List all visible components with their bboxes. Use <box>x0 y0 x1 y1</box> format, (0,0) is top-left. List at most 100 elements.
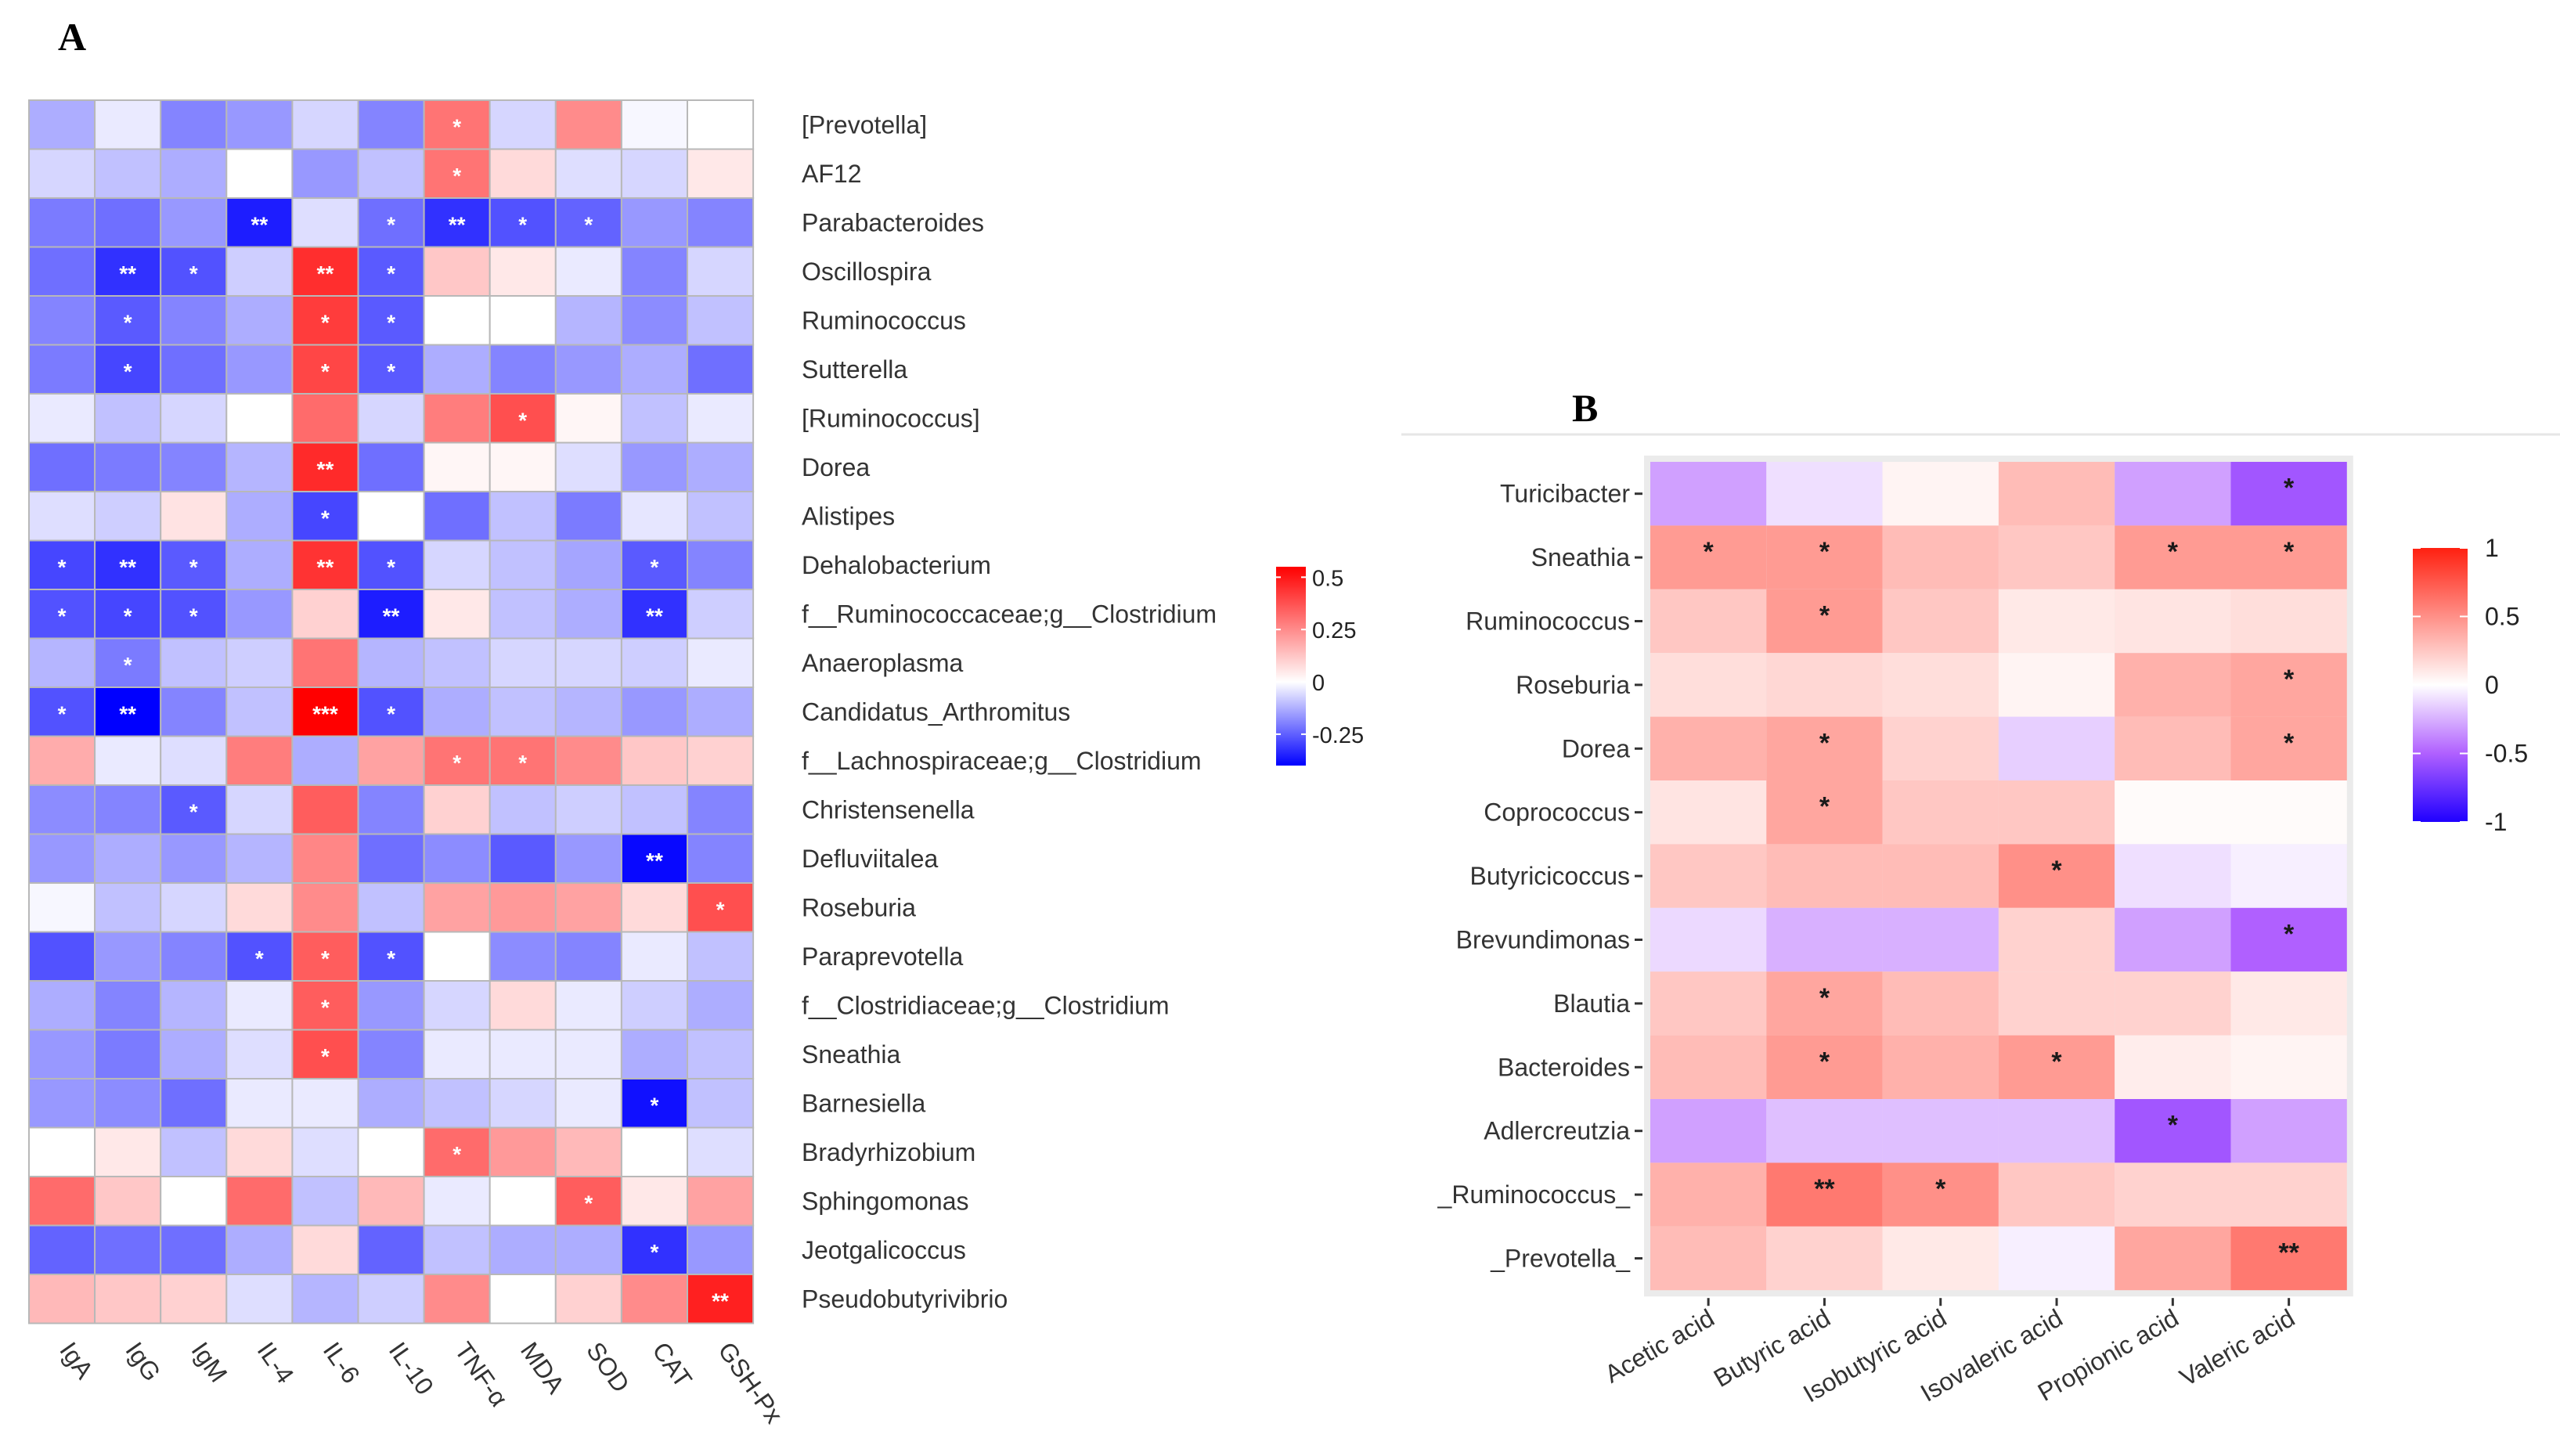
column-label: IL-10 <box>384 1337 439 1400</box>
column-label: IL-6 <box>318 1337 366 1389</box>
cell-f-ruminococcaceae-g-clostridium-tnf <box>423 589 491 640</box>
cell-f-clostridiaceae-g-clostridium-cat <box>620 980 689 1031</box>
cell-parabacteroides-igg <box>94 197 162 248</box>
cell-sneathia-mda <box>489 1029 557 1079</box>
row-label: AF12 <box>802 160 861 188</box>
significance-mark: * <box>2284 537 2295 567</box>
cell-sneathia-acetic-acid <box>1650 525 1767 589</box>
cell-barnesiella-sod <box>554 1078 622 1129</box>
cell-roseburia-il-10 <box>357 882 425 933</box>
cell-bacteroides-butyric-acid <box>1766 1035 1883 1099</box>
significance-mark: * <box>650 555 658 579</box>
cell-candidatus-arthromitus-cat <box>620 687 689 737</box>
row-label: Defluviitalea <box>802 845 939 873</box>
cell-anaeroplasma-gsh-px <box>687 637 755 688</box>
cell-defluviitalea-mda <box>489 833 557 884</box>
cell-brevundimonas-propionic-acid <box>2115 907 2231 972</box>
cell-dorea-isovaleric-acid <box>1998 716 2115 780</box>
cell-sutterella-sod <box>554 344 622 395</box>
cell-defluviitalea-igm <box>160 833 228 884</box>
colorbar-b-tick-label: -1 <box>2485 808 2507 836</box>
cell-roseburia-acetic-acid <box>1650 653 1767 717</box>
cell-sutterella-cat <box>620 344 689 395</box>
cell-anaeroplasma-il-6 <box>291 637 359 688</box>
row-label: Sutterella <box>802 355 907 384</box>
cell-alistipes-igg <box>94 491 162 542</box>
cell-christensenella-il-6 <box>291 784 359 835</box>
significance-mark: * <box>124 359 132 384</box>
cell-bradyrhizobium-igm <box>160 1126 228 1177</box>
cell-sphingomonas-gsh-px <box>687 1176 755 1227</box>
cell-alistipes-iga <box>28 491 96 542</box>
cell-bradyrhizobium-il-4 <box>225 1126 294 1177</box>
cell-dorea-igg <box>94 441 162 492</box>
colorbar-b-tick-label: -0.5 <box>2485 740 2528 768</box>
cell-anaeroplasma-igm <box>160 637 228 688</box>
row-label: Bacteroides <box>1498 1053 1630 1081</box>
cell-barnesiella-il-4 <box>225 1078 294 1129</box>
cell-f-lachnospiraceae-g-clostridium-sod <box>554 735 622 786</box>
cell-ruminococcus-igm <box>160 295 228 346</box>
cell-coprococcus-isobutyric-acid <box>1882 780 1999 845</box>
cell-ruminococcus-il-4 <box>225 393 294 444</box>
cell-dorea-isobutyric-acid <box>1882 716 1999 780</box>
row-label: Christensenella <box>802 795 975 824</box>
cell-anaeroplasma-cat <box>620 637 689 688</box>
cell-anaeroplasma-tnf <box>423 637 491 688</box>
cell-bradyrhizobium-igg <box>94 1126 162 1177</box>
row-label: Sneathia <box>1531 543 1631 571</box>
cell-turicibacter-acetic-acid <box>1650 462 1767 526</box>
cell-sneathia-il-6 <box>291 1029 359 1079</box>
row-label: Pseudobutyrivibrio <box>802 1285 1008 1313</box>
cell-jeotgalicoccus-il-4 <box>225 1224 294 1275</box>
row-label: Blautia <box>1553 989 1630 1018</box>
cell-brevundimonas-isovaleric-acid <box>1998 907 2115 972</box>
cell-barnesiella-tnf <box>423 1078 491 1129</box>
cell-ruminococcus-gsh-px <box>687 295 755 346</box>
column-label: Valeric acid <box>2175 1303 2299 1392</box>
cell-pseudobutyrivibrio-il-6 <box>291 1274 359 1324</box>
column-label: Acetic acid <box>1600 1303 1719 1389</box>
cell-sneathia-valeric-acid <box>2230 525 2347 589</box>
cell-jeotgalicoccus-igm <box>160 1224 228 1275</box>
cell-dehalobacterium-gsh-px <box>687 539 755 590</box>
cell-dorea-iga <box>28 441 96 492</box>
cell-turicibacter-isobutyric-acid <box>1882 462 1999 526</box>
significance-mark: * <box>387 701 395 726</box>
cell-pseudobutyrivibrio-cat <box>620 1274 689 1324</box>
cell-blautia-acetic-acid <box>1650 971 1767 1036</box>
cell-f-lachnospiraceae-g-clostridium-il-4 <box>225 735 294 786</box>
cell-sneathia-isovaleric-acid <box>1998 525 2115 589</box>
cell-prevotella-isovaleric-acid <box>1998 1226 2115 1291</box>
significance-mark: * <box>321 1044 330 1069</box>
cell-af12-igg <box>94 148 162 199</box>
cell-ruminococcus-valeric-acid <box>2230 1162 2347 1227</box>
cell-f-lachnospiraceae-g-clostridium-il-6 <box>291 735 359 786</box>
cell-sphingomonas-igg <box>94 1176 162 1227</box>
cell-barnesiella-cat <box>620 1078 689 1129</box>
cell-af12-mda <box>489 148 557 199</box>
significance-mark: * <box>2284 728 2295 758</box>
cell-sutterella-il-10 <box>357 344 425 395</box>
significance-mark: * <box>58 604 67 628</box>
significance-mark: * <box>1935 1174 1946 1204</box>
cell-alistipes-tnf <box>423 491 491 542</box>
cell-dehalobacterium-tnf <box>423 539 491 590</box>
cell-jeotgalicoccus-igg <box>94 1224 162 1275</box>
cell-ruminococcus-sod <box>554 393 622 444</box>
row-label: [Ruminococcus] <box>802 404 980 432</box>
cell-bacteroides-acetic-acid <box>1650 1035 1767 1099</box>
cell-sphingomonas-iga <box>28 1176 96 1227</box>
cell-sutterella-iga <box>28 344 96 395</box>
cell-bacteroides-isovaleric-acid <box>1998 1035 2115 1099</box>
cell-ruminococcus-gsh-px <box>687 393 755 444</box>
cell-f-clostridiaceae-g-clostridium-gsh-px <box>687 980 755 1031</box>
cell-ruminococcus-acetic-acid <box>1650 589 1767 654</box>
significance-mark: ** <box>646 849 663 873</box>
cell-coprococcus-acetic-acid <box>1650 780 1767 845</box>
row-label: Ruminococcus <box>1466 607 1630 636</box>
heatmap-a: **** * ** * *** * ** ** * ** * ****** ** * ** * ** * * ** **… <box>28 99 1217 1429</box>
cell-sutterella-gsh-px <box>687 344 755 395</box>
cell-pseudobutyrivibrio-igm <box>160 1274 228 1324</box>
significance-mark: * <box>58 555 67 579</box>
